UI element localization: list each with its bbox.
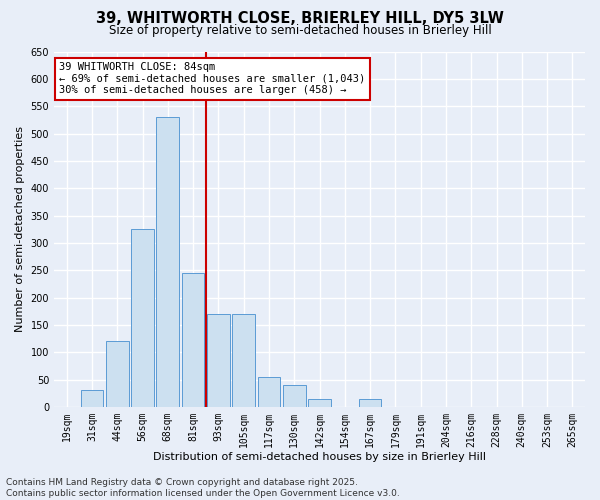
Bar	[359, 398, 382, 407]
Bar	[182, 273, 205, 407]
Bar	[157, 117, 179, 407]
Bar	[232, 314, 255, 407]
Text: Contains HM Land Registry data © Crown copyright and database right 2025.
Contai: Contains HM Land Registry data © Crown c…	[6, 478, 400, 498]
Bar	[80, 390, 103, 407]
X-axis label: Distribution of semi-detached houses by size in Brierley Hill: Distribution of semi-detached houses by …	[153, 452, 486, 462]
Bar	[207, 314, 230, 407]
Bar	[283, 385, 305, 407]
Text: 39 WHITWORTH CLOSE: 84sqm
← 69% of semi-detached houses are smaller (1,043)
30% : 39 WHITWORTH CLOSE: 84sqm ← 69% of semi-…	[59, 62, 365, 96]
Bar	[131, 229, 154, 407]
Y-axis label: Number of semi-detached properties: Number of semi-detached properties	[15, 126, 25, 332]
Text: 39, WHITWORTH CLOSE, BRIERLEY HILL, DY5 3LW: 39, WHITWORTH CLOSE, BRIERLEY HILL, DY5 …	[96, 11, 504, 26]
Text: Size of property relative to semi-detached houses in Brierley Hill: Size of property relative to semi-detach…	[109, 24, 491, 37]
Bar	[106, 341, 128, 407]
Bar	[308, 398, 331, 407]
Bar	[257, 377, 280, 407]
